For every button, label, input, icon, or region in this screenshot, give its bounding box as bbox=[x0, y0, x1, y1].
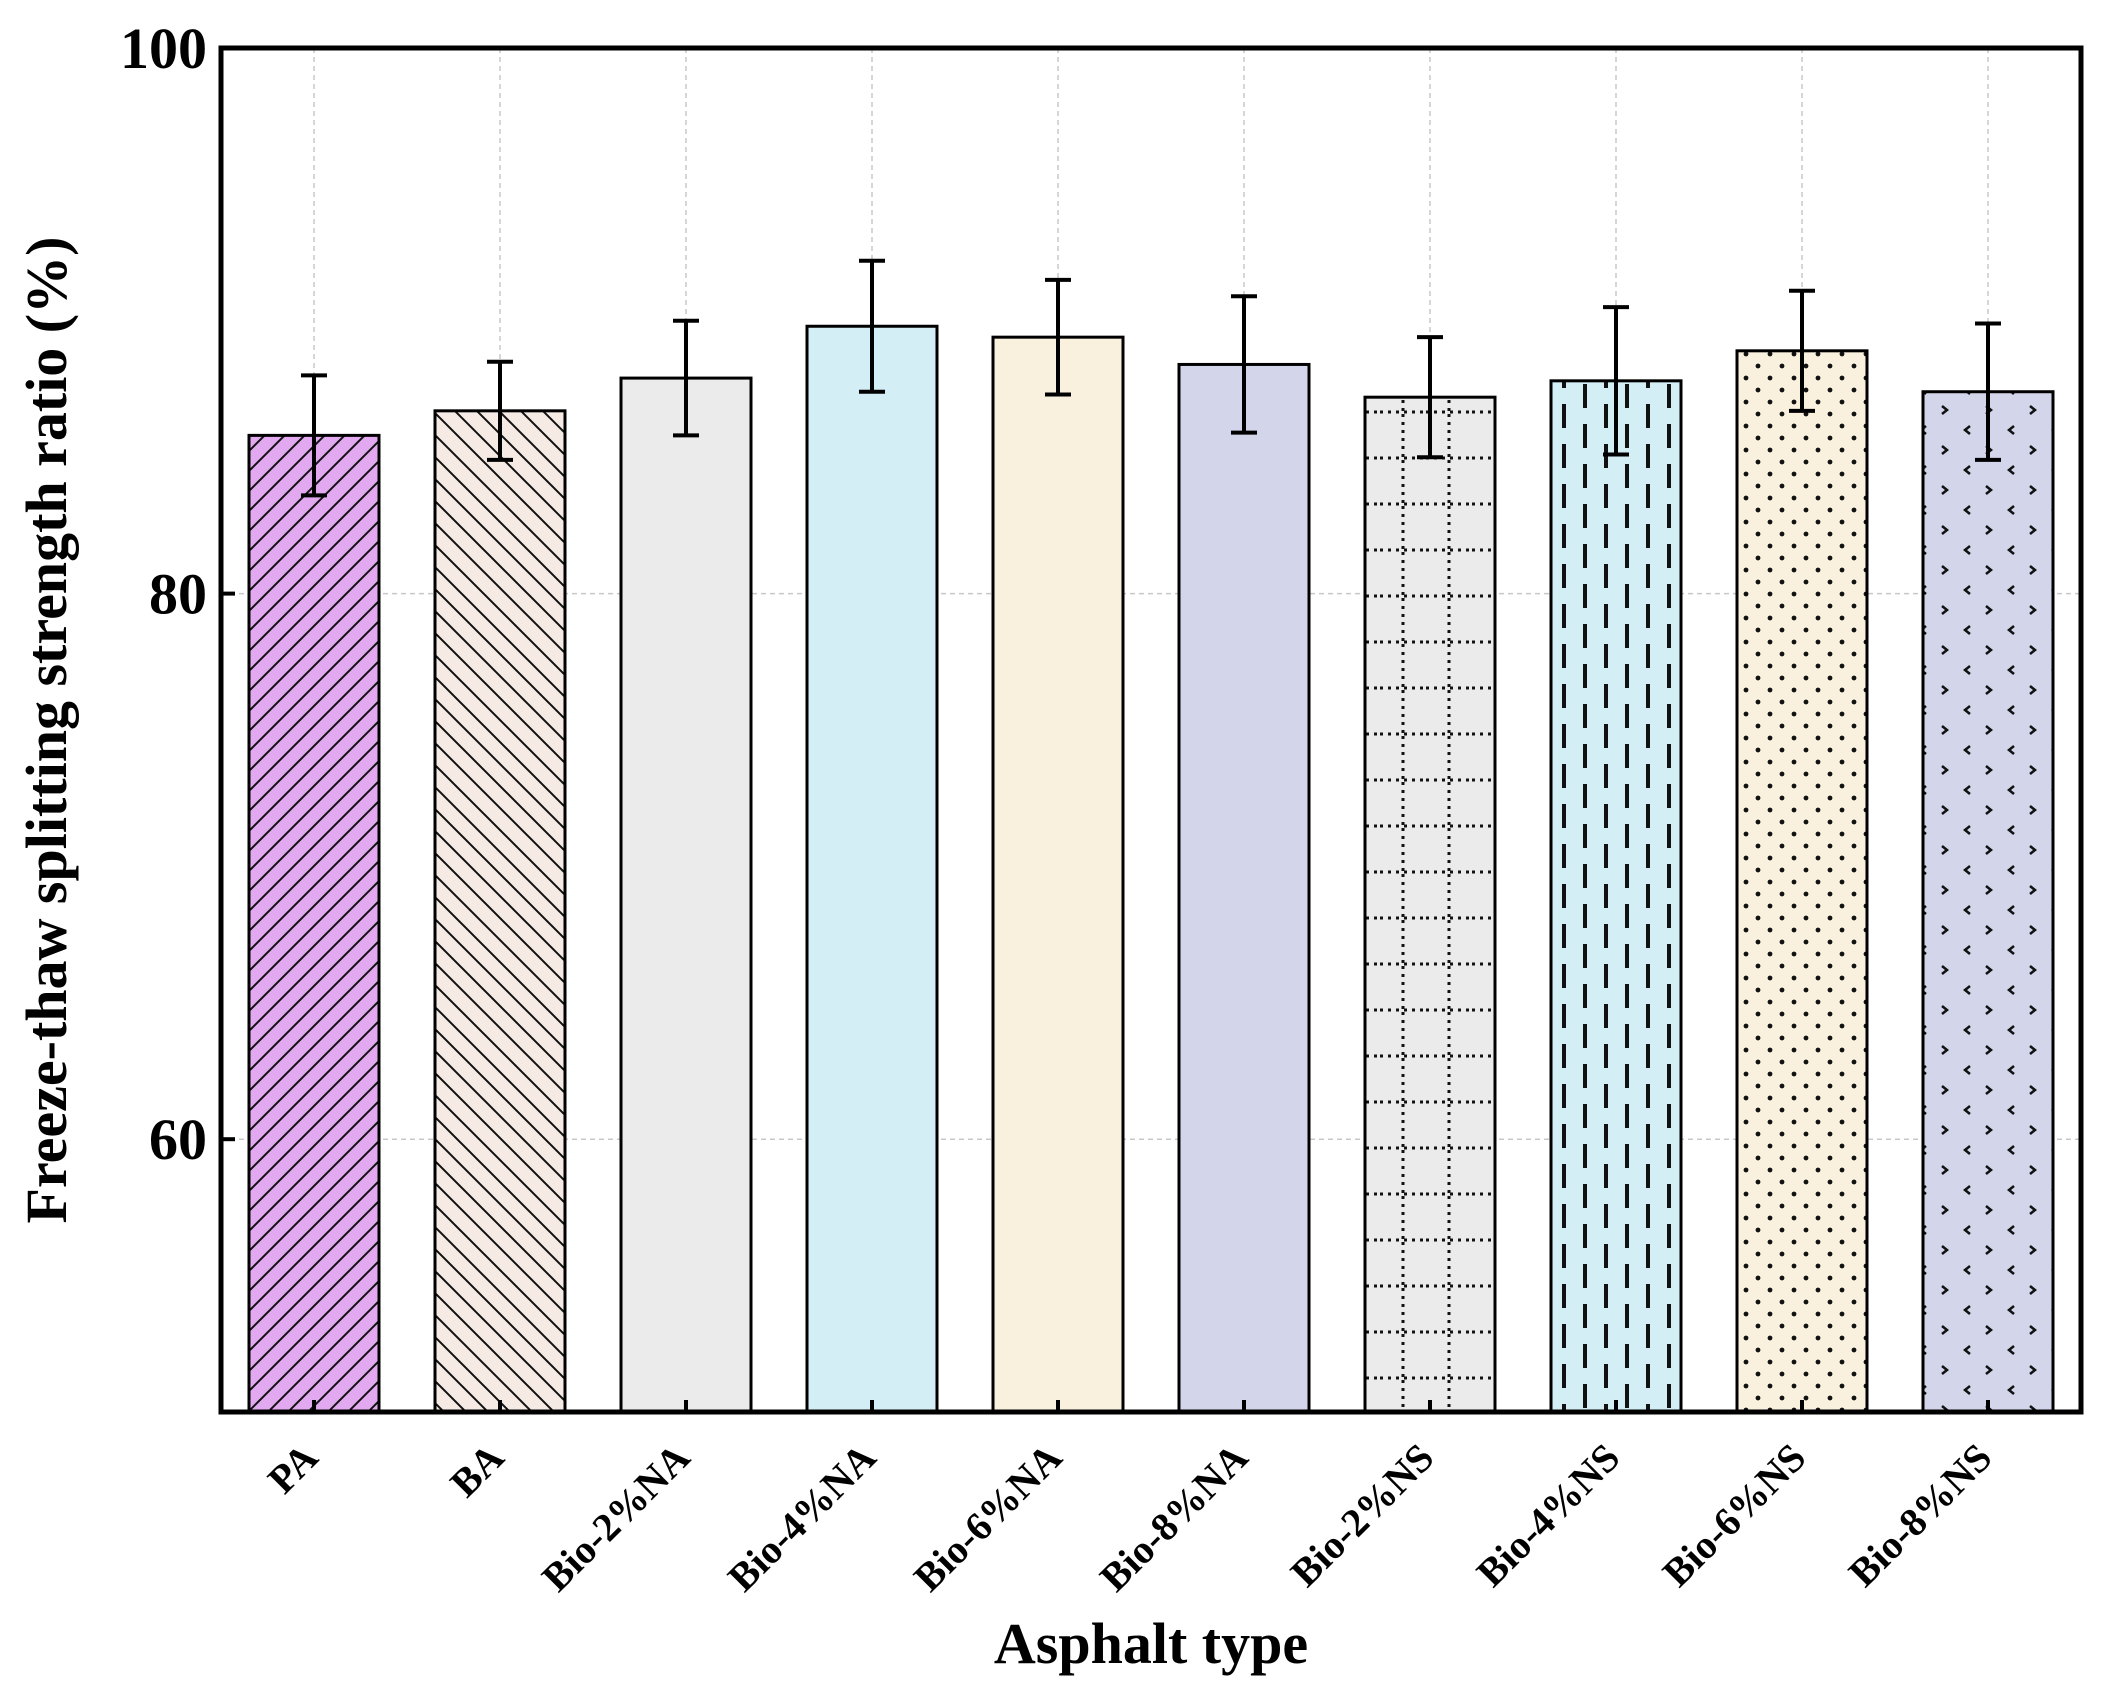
bar-pattern-Bio-6%NS bbox=[1737, 350, 1867, 1413]
x-tick-label: Bio-4%NA bbox=[719, 1434, 884, 1599]
bar-Bio-6%NA bbox=[993, 337, 1123, 1413]
error-bars bbox=[301, 258, 2001, 498]
x-tick-label: PA bbox=[259, 1434, 327, 1502]
bar-pattern-Bio-2%NS bbox=[1365, 397, 1495, 1413]
y-tick-label: 60 bbox=[149, 1107, 207, 1172]
x-tick-label: Bio-2%NS bbox=[1282, 1435, 1443, 1596]
x-axis-title: Asphalt type bbox=[994, 1611, 1308, 1676]
x-tick-label: Bio-6%NA bbox=[905, 1434, 1070, 1599]
bar-pattern-Bio-8%NS bbox=[1923, 391, 2053, 1412]
bars bbox=[247, 324, 2055, 1414]
y-tick-label: 80 bbox=[149, 562, 207, 627]
bar-pattern-BA bbox=[435, 410, 565, 1413]
y-axis-ticks: 60 80 100 bbox=[120, 16, 235, 1172]
bar-Bio-4%NA bbox=[807, 326, 937, 1413]
x-tick-label: Bio-2%NA bbox=[533, 1434, 698, 1599]
x-tick-label: Bio-4%NS bbox=[1468, 1435, 1629, 1596]
y-axis-title: Freeze-thaw splitting strength ratio (%) bbox=[14, 237, 79, 1224]
x-tick-label: Bio-6%NS bbox=[1654, 1435, 1815, 1596]
plot-frame bbox=[218, 45, 2084, 1415]
x-tick-label: Bio-8%NS bbox=[1840, 1435, 2001, 1596]
bar-Bio-8%NA bbox=[1179, 364, 1309, 1412]
y-tick-label: 100 bbox=[120, 16, 207, 81]
bar-pattern-PA bbox=[249, 435, 379, 1413]
x-axis-ticks: PA BA Bio-2%NA Bio-4%NA Bio-6%NA Bio-8%NA Bio-… bbox=[259, 1400, 2000, 1600]
bar-Bio-2%NA bbox=[621, 378, 751, 1412]
bar-pattern-Bio-4%NS bbox=[1551, 380, 1681, 1412]
x-tick-label: Bio-8%NA bbox=[1091, 1434, 1256, 1599]
x-tick-label: BA bbox=[441, 1434, 512, 1505]
